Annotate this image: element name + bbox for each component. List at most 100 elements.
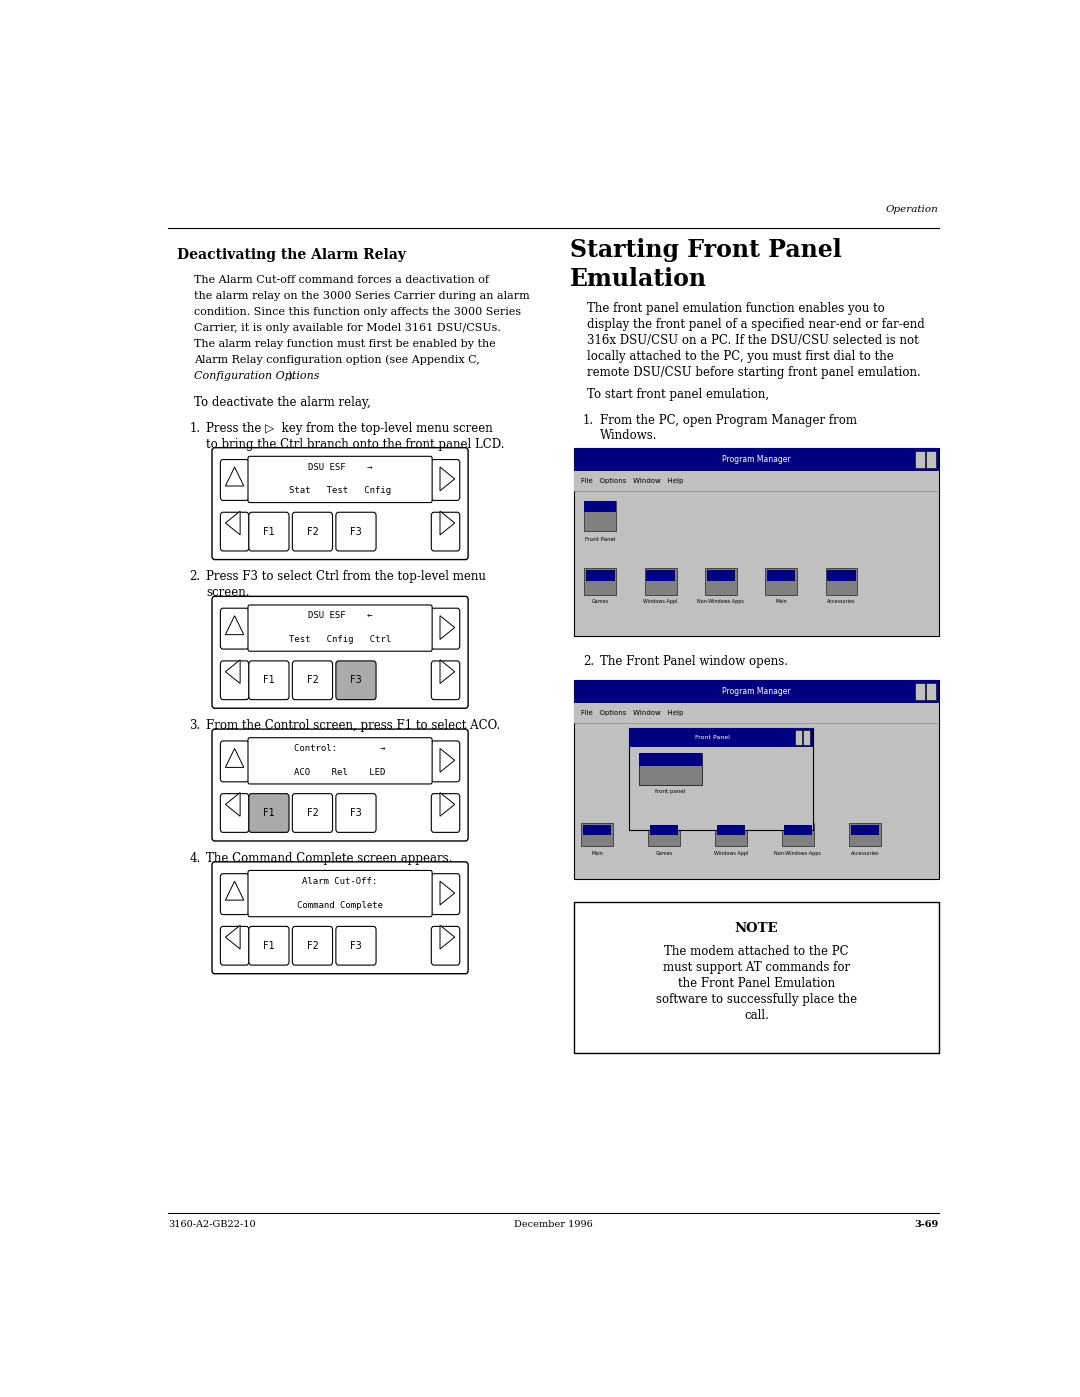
Text: Test   Cnfig   Ctrl: Test Cnfig Ctrl [289, 636, 391, 644]
FancyBboxPatch shape [212, 729, 468, 841]
FancyBboxPatch shape [336, 793, 376, 833]
FancyBboxPatch shape [431, 926, 460, 965]
FancyBboxPatch shape [220, 661, 248, 700]
Text: F1: F1 [264, 807, 274, 819]
Text: From the Control screen, press F1 to select ACO.: From the Control screen, press F1 to sel… [206, 719, 500, 732]
Text: The Alarm Cut-off command forces a deactivation of: The Alarm Cut-off command forces a deact… [193, 275, 488, 285]
Text: Emulation: Emulation [570, 267, 707, 291]
Bar [849, 823, 881, 847]
Text: The front panel emulation function enables you to: The front panel emulation function enabl… [588, 302, 885, 316]
Bar [827, 570, 855, 581]
Text: 2.: 2. [583, 655, 594, 668]
FancyBboxPatch shape [336, 513, 376, 550]
FancyBboxPatch shape [293, 793, 333, 833]
Text: Accessories: Accessories [851, 851, 879, 856]
Text: The Front Panel window opens.: The Front Panel window opens. [599, 655, 787, 668]
Text: 1.: 1. [583, 414, 594, 426]
Text: 3-69: 3-69 [915, 1220, 939, 1229]
Text: Control:        →: Control: → [295, 745, 386, 753]
Polygon shape [440, 792, 455, 816]
FancyBboxPatch shape [220, 513, 248, 550]
FancyBboxPatch shape [220, 873, 248, 915]
Text: F3: F3 [350, 940, 362, 951]
Text: Non-Windows Apps: Non-Windows Apps [774, 851, 822, 856]
Text: Configuration Options: Configuration Options [193, 370, 319, 381]
Text: Games: Games [656, 851, 673, 856]
Text: the alarm relay on the 3000 Series Carrier during an alarm: the alarm relay on the 3000 Series Carri… [193, 291, 529, 302]
Text: 2.: 2. [189, 570, 201, 584]
Bar [766, 569, 797, 595]
FancyBboxPatch shape [336, 661, 376, 700]
Polygon shape [226, 511, 240, 535]
Text: F2: F2 [307, 675, 319, 686]
Text: display the front panel of a specified near-end or far-end: display the front panel of a specified n… [588, 319, 924, 331]
Text: ACO    Rel    LED: ACO Rel LED [295, 768, 386, 777]
FancyBboxPatch shape [431, 608, 460, 650]
Text: DSU ESF    →: DSU ESF → [308, 462, 373, 472]
FancyBboxPatch shape [220, 793, 248, 833]
Text: The modem attached to the PC: The modem attached to the PC [664, 946, 849, 958]
FancyBboxPatch shape [248, 870, 432, 916]
Text: 3.: 3. [189, 719, 201, 732]
Polygon shape [226, 925, 240, 949]
Text: 3160-A2-GB22-10: 3160-A2-GB22-10 [168, 1220, 256, 1229]
FancyBboxPatch shape [248, 513, 289, 550]
Text: software to successfully place the: software to successfully place the [656, 993, 858, 1006]
Text: screen.: screen. [206, 587, 249, 599]
FancyBboxPatch shape [212, 447, 468, 560]
Text: Front Panel: Front Panel [585, 536, 616, 542]
FancyBboxPatch shape [248, 605, 432, 651]
Bar [629, 728, 813, 830]
Text: 316x DSU/CSU on a PC. If the DSU/CSU selected is not: 316x DSU/CSU on a PC. If the DSU/CSU sel… [588, 334, 919, 346]
Bar [825, 569, 858, 595]
Bar [795, 731, 802, 745]
Text: F1: F1 [264, 675, 274, 686]
Bar [647, 570, 675, 581]
Bar [575, 902, 939, 1053]
Text: F3: F3 [350, 527, 362, 536]
Text: To start front panel emulation,: To start front panel emulation, [588, 388, 769, 401]
Polygon shape [226, 882, 244, 900]
FancyBboxPatch shape [248, 738, 432, 784]
FancyBboxPatch shape [431, 661, 460, 700]
FancyBboxPatch shape [248, 793, 289, 833]
Bar [802, 731, 810, 745]
Text: call.: call. [744, 1009, 769, 1023]
FancyBboxPatch shape [293, 513, 333, 550]
Bar [851, 824, 879, 834]
Text: the Front Panel Emulation: the Front Panel Emulation [678, 978, 835, 990]
Text: Command Complete: Command Complete [297, 901, 383, 909]
Polygon shape [226, 467, 244, 486]
FancyBboxPatch shape [431, 793, 460, 833]
Bar [581, 823, 613, 847]
FancyBboxPatch shape [431, 873, 460, 915]
FancyBboxPatch shape [248, 926, 289, 965]
Bar [584, 502, 617, 531]
Polygon shape [440, 467, 455, 490]
Text: Stat   Test   Cnfig: Stat Test Cnfig [289, 486, 391, 496]
Bar [575, 447, 939, 471]
Polygon shape [440, 511, 455, 535]
FancyBboxPatch shape [220, 460, 248, 500]
Text: locally attached to the PC, you must first dial to the: locally attached to the PC, you must fir… [588, 349, 894, 363]
Text: Windows Appl: Windows Appl [714, 851, 748, 856]
Text: Press the ▷  key from the top-level menu screen: Press the ▷ key from the top-level menu … [206, 422, 492, 434]
Polygon shape [440, 616, 455, 640]
Bar [915, 683, 926, 700]
Text: F3: F3 [350, 807, 362, 819]
Text: F3: F3 [350, 675, 362, 686]
Text: F1: F1 [264, 527, 274, 536]
Bar [645, 569, 676, 595]
Bar [639, 753, 702, 785]
Text: Alarm Relay configuration option (see Appendix C,: Alarm Relay configuration option (see Ap… [193, 355, 480, 366]
Bar [648, 823, 680, 847]
FancyBboxPatch shape [336, 926, 376, 965]
Bar [782, 823, 814, 847]
FancyBboxPatch shape [293, 926, 333, 965]
Text: remote DSU/CSU before starting front panel emulation.: remote DSU/CSU before starting front pan… [588, 366, 921, 379]
Bar [575, 471, 939, 490]
Text: To deactivate the alarm relay,: To deactivate the alarm relay, [193, 397, 370, 409]
Polygon shape [440, 749, 455, 773]
Text: to bring the Ctrl branch onto the front panel LCD.: to bring the Ctrl branch onto the front … [206, 437, 504, 451]
Text: DSU ESF    ←: DSU ESF ← [308, 612, 373, 620]
